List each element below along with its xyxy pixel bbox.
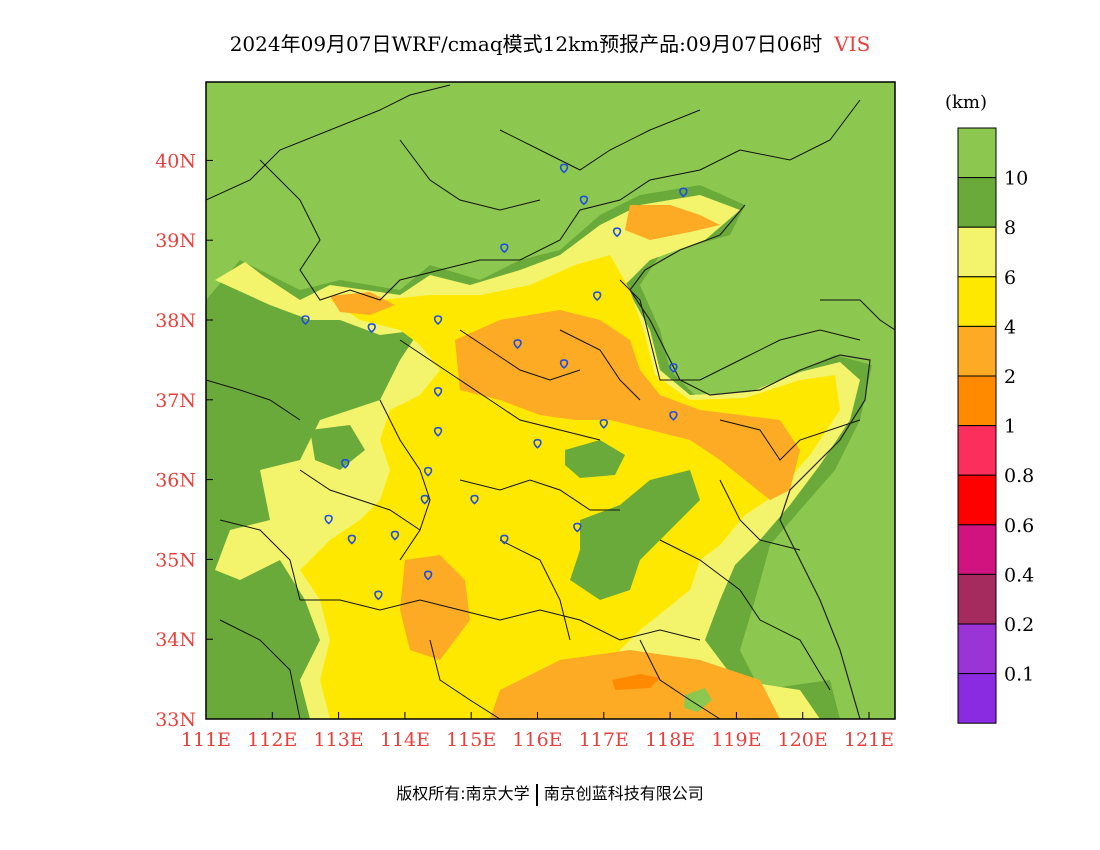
legend-label: 0.2 [1004,614,1034,636]
city-marker-icon [669,410,678,421]
legend-swatch [957,226,997,278]
lat-label: 39N [155,230,196,252]
footer-separator [535,783,538,806]
city-marker-icon [500,243,509,254]
title-variable: VIS [834,32,871,56]
lat-label: 38N [155,310,196,332]
vis-green-patch-3 [310,425,365,470]
legend-swatch [957,375,997,427]
vis-zone-2d [625,205,720,240]
vis-zone-2e [330,292,395,315]
city-marker-icon [612,227,622,238]
city-marker-icon [341,458,350,469]
city-marker-icon [423,570,433,581]
city-marker-icon [513,339,522,349]
legend-label: 10 [1004,168,1028,190]
lon-label: 118E [645,729,695,751]
lon-label: 117E [579,729,629,751]
lat-label: 35N [155,549,196,571]
map-field [206,82,895,719]
lat-label: 37N [155,390,196,412]
axis-ticks [205,159,870,720]
city-marker-icon [324,514,333,525]
legend-label: 2 [1004,366,1016,388]
lon-label: 114E [380,729,430,751]
legend-label: 1 [1004,416,1016,438]
title-text: 2024年09月07日WRF/cmaq模式12km预报产品:09月07日06时 [229,32,823,56]
city-marker-icon [433,315,443,326]
lon-label: 120E [778,729,828,751]
lon-label: 112E [247,729,297,751]
vis-zone-1 [612,674,660,690]
city-marker-icon [433,387,443,397]
footer-right: 南京创蓝科技有限公司 [543,784,704,803]
legend-label: 0.4 [1004,564,1034,586]
map-frame [205,81,896,720]
city-marker-icon [390,530,400,541]
city-marker-icon [679,187,688,198]
city-marker-icon [579,195,589,206]
city-marker-icon [423,466,433,477]
lon-label: 119E [711,729,761,751]
city-marker-icon [669,363,678,373]
footer-left: 版权所有:南京大学 [396,784,530,803]
latitude-labels: 33N 34N 35N 36N 37N 38N 39N 40N [155,150,196,731]
city-marker-icon [599,418,608,429]
city-marker-icon [470,494,479,505]
city-marker-icon [301,315,310,326]
city-markers [301,163,688,601]
vis-green-patch-1 [565,440,625,478]
lat-label: 36N [155,470,196,492]
city-marker-icon [367,323,376,334]
city-marker-icon [433,426,443,437]
legend-label: 8 [1004,217,1016,239]
legend-swatch [957,573,997,625]
legend-label: 4 [1004,316,1016,338]
legend-swatch [957,276,997,327]
lat-label: 33N [155,709,196,731]
city-marker-icon [533,438,542,449]
legend-label: 0.1 [1004,664,1034,686]
city-marker-icon [500,534,509,545]
legend-label: 0.6 [1004,515,1034,537]
legend-swatch [957,524,997,575]
legend-label: 6 [1004,267,1016,289]
lat-label: 34N [155,629,196,651]
legend-unit: (km) [945,92,987,113]
legend-label: 0.8 [1004,465,1034,487]
vis-green-patch-4 [684,688,712,712]
lon-label: 115E [446,729,496,751]
coastline [629,204,871,719]
lon-label: 121E [844,729,894,751]
vis-zone-2a [455,310,800,500]
legend-swatch [957,623,997,675]
city-marker-icon [374,590,383,601]
vis-green-patch-2 [570,470,700,600]
legend-swatch [957,325,997,377]
legend-swatch [957,177,997,228]
legend-swatch [957,474,997,526]
map-title: 2024年09月07日WRF/cmaq模式12km预报产品:09月07日06时 V… [0,28,1100,57]
city-marker-icon [559,359,569,369]
legend-swatch [957,673,997,724]
lon-label: 116E [512,729,562,751]
vis-zone-2b [400,555,470,660]
lon-label: 111E [181,729,231,751]
copyright-footer: 版权所有:南京大学 南京创蓝科技有限公司 [0,780,1100,806]
lat-label: 40N [155,150,196,172]
longitude-labels: 111E 112E 113E 114E 115E 116E 117E 118E 119E 120E… [181,729,894,751]
province-boundaries [206,84,895,719]
legend-swatch [957,425,997,476]
colorbar-legend: 10 8 6 4 2 1 0.8 0.6 0.4 0.2 0.1 [957,127,1034,724]
city-marker-icon [559,163,569,174]
city-marker-icon [347,534,357,545]
city-marker-icon [573,522,582,533]
city-marker-icon [420,494,429,505]
legend-swatch [957,127,997,179]
city-marker-icon [592,291,602,302]
lon-label: 113E [314,729,364,751]
